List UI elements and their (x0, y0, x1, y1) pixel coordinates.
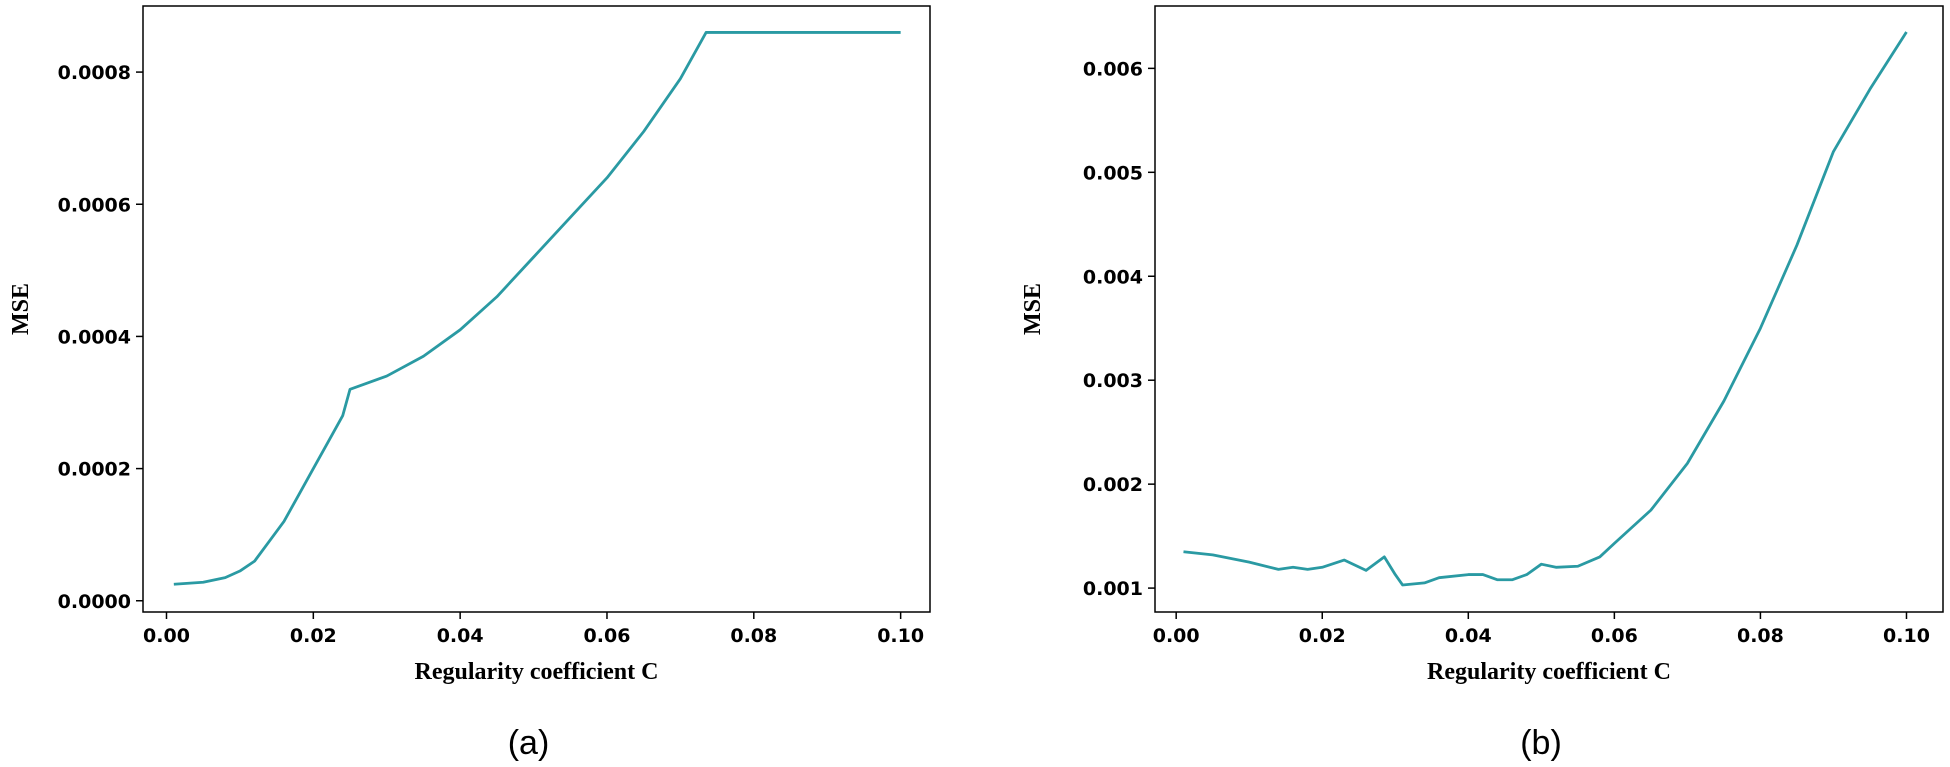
data-line (1183, 31, 1908, 587)
x-tick-label: 0.10 (877, 625, 924, 647)
y-tick-label: 0.004 (1083, 266, 1143, 288)
y-tick-label: 0.003 (1083, 370, 1143, 392)
y-tick-label: 0.0000 (58, 591, 131, 613)
x-tick-label: 0.00 (1153, 625, 1200, 647)
plot-frame (1154, 5, 1944, 613)
x-axis-label: Regularity coefficient C (415, 659, 659, 685)
y-tick-label: 0.001 (1083, 578, 1143, 600)
y-tick-label: 0.005 (1083, 162, 1143, 184)
x-tick-label: 0.06 (584, 625, 631, 647)
x-tick-label: 0.08 (1737, 625, 1784, 647)
y-tick-label: 0.0002 (58, 459, 131, 481)
data-line (173, 31, 901, 586)
x-tick-label: 0.00 (143, 625, 190, 647)
y-tick-label: 0.0006 (58, 194, 131, 216)
caption: (b) (1520, 724, 1562, 762)
y-tick-label: 0.006 (1083, 58, 1143, 80)
x-tick-label: 0.10 (1883, 625, 1930, 647)
x-tick-label: 0.08 (730, 625, 777, 647)
y-axis-label: MSE (8, 283, 34, 335)
caption: (a) (508, 724, 550, 762)
x-tick-label: 0.04 (437, 625, 484, 647)
y-tick-label: 0.0004 (58, 326, 131, 348)
x-tick-label: 0.02 (1299, 625, 1346, 647)
plot-frame (142, 5, 931, 613)
x-tick-label: 0.04 (1445, 625, 1492, 647)
x-axis-label: Regularity coefficient C (1427, 659, 1671, 685)
y-tick-label: 0.002 (1083, 474, 1143, 496)
x-tick-label: 0.02 (290, 625, 337, 647)
x-tick-label: 0.06 (1591, 625, 1638, 647)
y-tick-label: 0.0008 (58, 62, 131, 84)
y-axis-label: MSE (1020, 283, 1046, 335)
